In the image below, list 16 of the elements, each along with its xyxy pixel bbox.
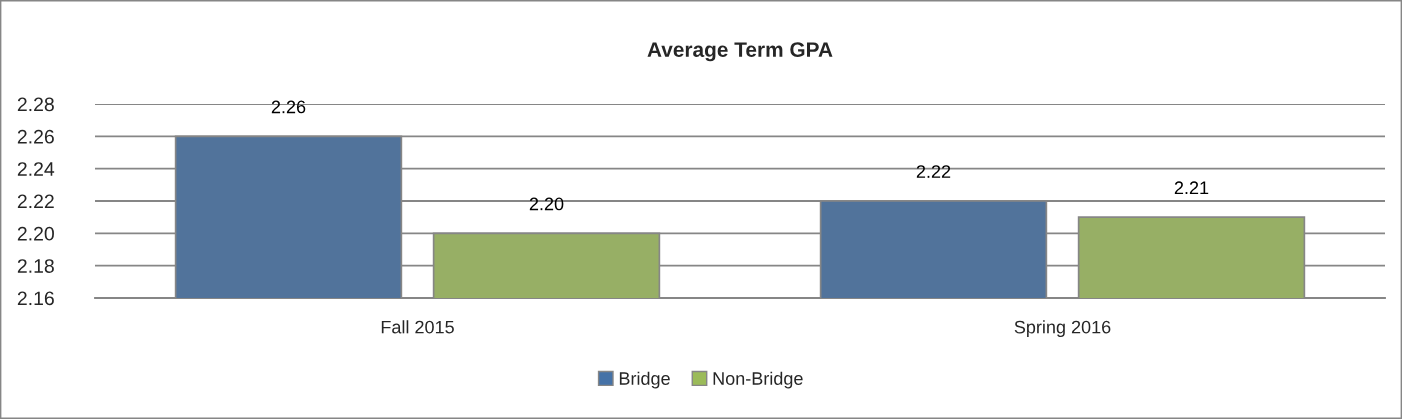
legend-label: Non-Bridge — [713, 371, 803, 389]
data-label: 2.22 — [916, 165, 951, 178]
data-label: 2.20 — [529, 197, 564, 211]
data-label: 2.21 — [1174, 181, 1209, 194]
y-tick-label: 2.18 — [17, 259, 54, 273]
legend-label: Bridge — [619, 371, 670, 389]
y-tick-label: 2.24 — [17, 162, 55, 176]
y-tick-label: 2.22 — [17, 194, 54, 209]
y-tick-label: 2.28 — [17, 97, 54, 112]
chart-title: Average Term GPA — [647, 42, 833, 62]
x-tick-label: Spring 2016 — [1014, 320, 1111, 338]
y-tick-label: 2.16 — [17, 291, 54, 306]
x-tick-label: Fall 2015 — [381, 320, 454, 334]
y-tick-label: 2.26 — [17, 129, 54, 144]
y-tick-label: 2.20 — [17, 226, 54, 241]
data-label: 2.26 — [271, 100, 306, 114]
